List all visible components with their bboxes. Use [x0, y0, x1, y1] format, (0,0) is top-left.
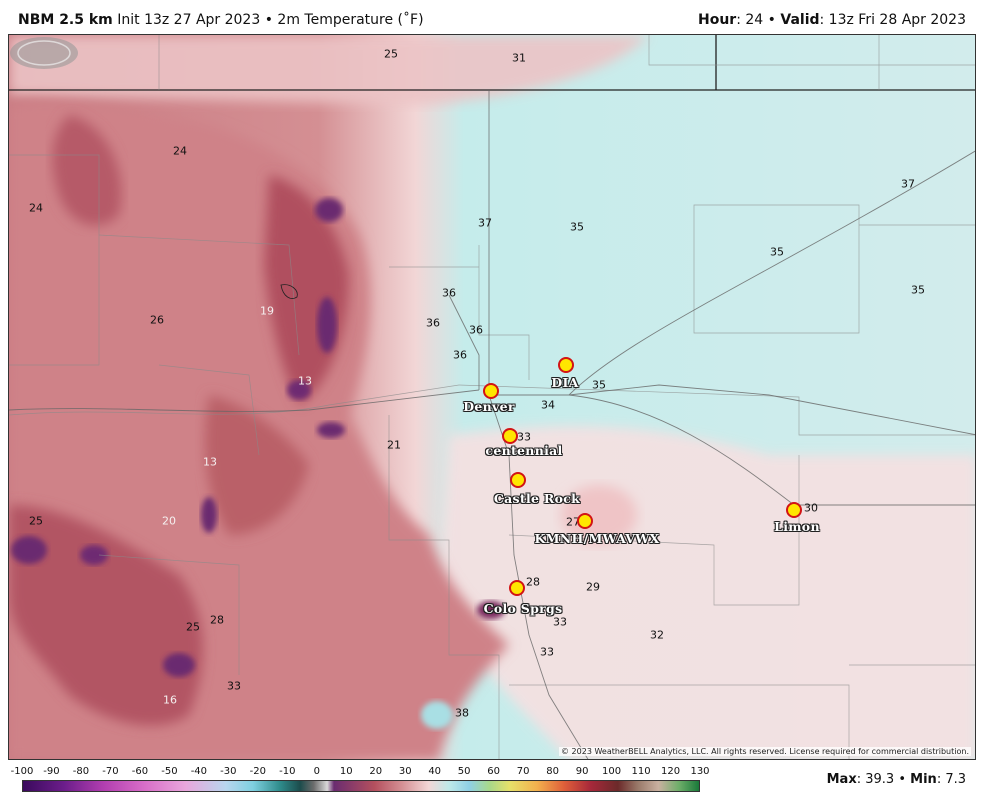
header-separator-2: •: [767, 12, 776, 28]
temperature-value: 37: [478, 216, 492, 230]
min-label: Min: [910, 772, 937, 787]
max-min-summary: Max: 39.3 • Min: 7.3: [827, 772, 966, 787]
temperature-value: 30: [804, 501, 818, 515]
legend-tick: 110: [631, 766, 651, 777]
color-legend: -100 -90 -80 -70 -60 -50 -40 -30 -20 -10 0 10 20 30 40…: [0, 760, 984, 808]
temperature-value: 37: [901, 177, 915, 191]
legend-tick: 0: [313, 766, 320, 777]
legend-tick: 40: [428, 766, 442, 777]
city-marker-icon[interactable]: [510, 472, 526, 488]
temperature-value: 19: [260, 304, 274, 318]
weatherbell-logo: [10, 37, 78, 69]
legend-tick: 50: [457, 766, 471, 777]
legend-tick: 70: [516, 766, 530, 777]
max-value: : 39.3: [856, 772, 895, 787]
temperature-value: 13: [298, 374, 312, 388]
legend-tick: -50: [161, 766, 178, 777]
legend-tick: 10: [339, 766, 353, 777]
temperature-value: 34: [541, 398, 555, 412]
temperature-value: 36: [453, 348, 467, 362]
legend-tick: 120: [660, 766, 681, 777]
legend-tick: 30: [398, 766, 412, 777]
city-label: Limon: [774, 519, 820, 534]
temperature-value: 27: [566, 515, 580, 529]
legend-tick: 60: [487, 766, 501, 777]
field-name: 2m Temperature (˚F): [277, 12, 424, 28]
temperature-value: 28: [210, 613, 224, 627]
hour-label: Hour: [698, 12, 737, 28]
temperature-value: 25: [29, 514, 43, 528]
valid-label: Valid: [780, 12, 820, 28]
temperature-value: 33: [227, 679, 241, 693]
city-label: Colo Sprgs: [483, 601, 563, 616]
legend-tick: -40: [190, 766, 208, 777]
city-label: KMNH/MWAVWX: [534, 531, 660, 546]
temperature-map[interactable]: 25 31 24 24 37 35 37 35 35 26 19 36 36 36 36 13 35 34 21 13…: [8, 34, 976, 760]
city-marker-icon[interactable]: [558, 357, 574, 373]
temperature-value: 25: [186, 620, 200, 634]
city-marker-icon[interactable]: [483, 383, 499, 399]
temperature-value: 35: [592, 378, 606, 392]
legend-tick: -100: [10, 766, 34, 777]
temperature-value: 35: [570, 220, 584, 234]
max-min-separator: •: [898, 772, 907, 787]
init-time: Init 13z 27 Apr 2023: [117, 12, 261, 28]
temperature-value: 35: [911, 283, 925, 297]
valid-value: : 13z Fri 28 Apr 2023: [819, 12, 966, 28]
temperature-value: 33: [553, 615, 567, 629]
hour-value: : 24: [736, 12, 764, 28]
temperature-value: 32: [650, 628, 664, 642]
legend-tick: 20: [369, 766, 383, 777]
city-label: Castle Rock: [493, 491, 581, 506]
legend-tick: -90: [43, 766, 60, 777]
min-value: : 7.3: [936, 772, 966, 787]
city-marker-icon[interactable]: [502, 428, 518, 444]
city-label: DIA: [551, 375, 579, 390]
temperature-value: 25: [384, 47, 398, 61]
temperature-value: 35: [770, 245, 784, 259]
temperature-value: 28: [526, 575, 540, 589]
legend-tick: -70: [102, 766, 119, 777]
temperature-value: 20: [162, 514, 176, 528]
max-label: Max: [826, 772, 857, 787]
legend-colorbar: [22, 780, 700, 792]
legend-tick: -60: [131, 766, 149, 777]
city-label: centennial: [485, 443, 563, 458]
legend-tick: -10: [279, 766, 296, 777]
temperature-value: 26: [150, 313, 164, 327]
temperature-value: 21: [387, 438, 401, 452]
header-separator: •: [264, 12, 273, 28]
temperature-value: 33: [540, 645, 554, 659]
copyright-notice: © 2023 WeatherBELL Analytics, LLC. All r…: [559, 747, 971, 756]
header-valid: Hour: 24 • Valid: 13z Fri 28 Apr 2023: [698, 12, 966, 28]
temperature-value: 36: [442, 286, 456, 300]
model-name: NBM 2.5 km: [18, 12, 113, 28]
temperature-value: 24: [173, 144, 187, 158]
temperature-value: 36: [469, 323, 483, 337]
legend-tick: 100: [602, 766, 622, 777]
map-graphic: [9, 35, 975, 759]
header-title: NBM 2.5 km Init 13z 27 Apr 2023 • 2m Tem…: [18, 12, 424, 28]
temperature-value: 24: [29, 201, 43, 215]
temperature-value: 16: [163, 693, 177, 707]
legend-tick: 130: [690, 766, 710, 777]
city-marker-icon[interactable]: [509, 580, 525, 596]
temperature-value: 13: [203, 455, 217, 469]
city-label: Denver: [463, 399, 515, 414]
temperature-value: 38: [455, 706, 469, 720]
map-header: NBM 2.5 km Init 13z 27 Apr 2023 • 2m Tem…: [0, 0, 984, 34]
legend-tick: 80: [546, 766, 559, 777]
legend-tick: -20: [249, 766, 266, 777]
temperature-value: 36: [426, 316, 440, 330]
legend-tick: 90: [575, 766, 589, 777]
city-marker-icon[interactable]: [577, 513, 593, 529]
legend-tick: -30: [220, 766, 237, 777]
temperature-value: 33: [517, 430, 531, 444]
temperature-value: 31: [512, 51, 526, 65]
city-marker-icon[interactable]: [786, 502, 802, 518]
temperature-value: 29: [586, 580, 600, 594]
legend-tick: -80: [72, 766, 90, 777]
